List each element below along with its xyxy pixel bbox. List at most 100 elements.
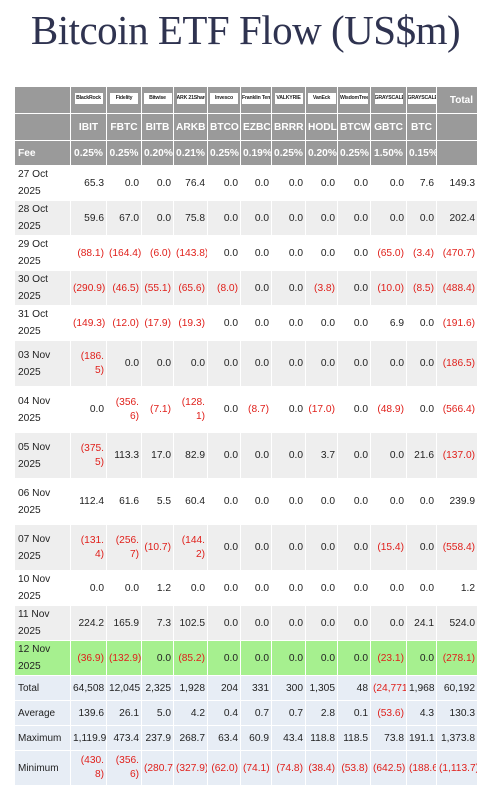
flow-cell: (48.9) [370, 386, 407, 433]
flow-cell: 0.0 [240, 340, 272, 387]
summary-cell: 63.4 [207, 725, 241, 751]
flow-cell: (8.0) [207, 270, 241, 306]
summary-cell: 473.4 [106, 725, 142, 751]
summary-cell: 2,325 [141, 675, 174, 701]
fee-cell: 0.25% [271, 140, 306, 166]
flow-cell: 0.0 [173, 340, 208, 387]
flow-cell: 0.0 [240, 270, 272, 306]
flow-cell: (17.0) [305, 386, 338, 433]
fee-cell: 0.25% [70, 140, 107, 166]
page-title: Bitcoin ETF Flow (US$m) [30, 7, 461, 53]
flow-cell: 0.0 [207, 305, 241, 341]
flow-cell: 0.0 [406, 340, 437, 387]
flow-cell: (132.9) [106, 640, 142, 676]
issuer-logo-cell: BlackRock [70, 86, 107, 114]
summary-cell: 48 [337, 675, 371, 701]
flow-cell: 0.0 [271, 605, 306, 641]
total-cell: 239.9 [436, 478, 478, 525]
total-cell: (566.4) [436, 386, 478, 433]
flow-cell: (6.0) [141, 235, 174, 271]
fee-cell: 0.25% [337, 140, 371, 166]
summary-cell: 204 [207, 675, 241, 701]
total-cell: (186.5) [436, 340, 478, 387]
issuer-logo: WisdomTree [340, 93, 368, 104]
summary-cell: 4.3 [406, 700, 437, 726]
table-row: 07 Nov 2025 (131.4) (256.7) (10.7) (144.2) 0.… [14, 524, 478, 571]
total-cell: (191.6) [436, 305, 478, 341]
summary-cell: 60,192 [436, 675, 478, 701]
issuer-logo-row: BlackRock Fidelity Bitwise ARK 21Shares Inve… [14, 86, 478, 114]
summary-cell: 331 [240, 675, 272, 701]
flow-cell: 0.0 [370, 340, 407, 387]
flow-cell: 112.4 [70, 478, 107, 525]
total-cell: 202.4 [436, 200, 478, 236]
flow-cell: 0.0 [406, 200, 437, 236]
flow-cell: (144.2) [173, 524, 208, 571]
date-cell: 29 Oct 2025 [14, 235, 71, 271]
flow-cell: 0.0 [271, 165, 306, 201]
summary-cell: (62.0) [207, 750, 241, 786]
flow-cell: (290.9) [70, 270, 107, 306]
flow-cell: (356.6) [106, 386, 142, 433]
flow-cell: 0.0 [240, 235, 272, 271]
flow-cell: 0.0 [240, 165, 272, 201]
summary-cell: 5.0 [141, 700, 174, 726]
ticker-cell: ARKB [173, 113, 208, 141]
issuer-logo-cell: WisdomTree [337, 86, 371, 114]
ticker-cell: IBIT [70, 113, 107, 141]
fee-cell: 0.21% [173, 140, 208, 166]
flow-cell: 21.6 [406, 432, 437, 479]
flow-cell: 0.0 [240, 200, 272, 236]
flow-cell: 0.0 [337, 432, 371, 479]
flow-cell: 0.0 [271, 432, 306, 479]
table-row: 29 Oct 2025 (88.1) (164.4) (6.0) (143.8) 0.0 0… [14, 235, 478, 271]
date-cell: 30 Oct 2025 [14, 270, 71, 306]
flow-cell: 0.0 [141, 165, 174, 201]
summary-cell: 130.3 [436, 700, 478, 726]
flow-cell: 5.5 [141, 478, 174, 525]
flow-cell: (3.4) [406, 235, 437, 271]
flow-cell: 0.0 [240, 605, 272, 641]
date-cell: 27 Oct 2025 [14, 165, 71, 201]
flow-cell: 0.0 [240, 305, 272, 341]
summary-cell: (188.6) [406, 750, 437, 786]
flow-cell: 0.0 [370, 165, 407, 201]
total-cell: 1.2 [436, 570, 478, 606]
flow-cell: 0.0 [337, 605, 371, 641]
flow-cell: 0.0 [271, 270, 306, 306]
fee-cell: 0.15% [406, 140, 437, 166]
issuer-logo: GRAYSCALE [374, 93, 403, 104]
flow-cell: (19.3) [173, 305, 208, 341]
ticker-cell: GBTC [370, 113, 407, 141]
flow-cell: 0.0 [337, 200, 371, 236]
flow-cell: 0.0 [305, 570, 338, 606]
flow-cell: 0.0 [305, 478, 338, 525]
summary-cell: 26.1 [106, 700, 142, 726]
flow-cell: 0.0 [207, 165, 241, 201]
summary-cell: 12,045 [106, 675, 142, 701]
summary-cell: 0.4 [207, 700, 241, 726]
flow-cell: 60.4 [173, 478, 208, 525]
flow-cell: (10.0) [370, 270, 407, 306]
flow-cell: (8.7) [240, 386, 272, 433]
flow-cell: 0.0 [305, 524, 338, 571]
flow-cell: 0.0 [370, 432, 407, 479]
flow-cell: 0.0 [337, 305, 371, 341]
flow-cell: 0.0 [406, 386, 437, 433]
empty-cell [436, 140, 478, 166]
date-cell: 06 Nov 2025 [14, 478, 71, 525]
issuer-logo: Invesco [210, 93, 238, 104]
flow-cell: 102.5 [173, 605, 208, 641]
summary-cell: 64,508 [70, 675, 107, 701]
empty-cell [14, 86, 71, 114]
summary-row: Maximum 1,119.9 473.4 237.9 268.7 63.4 60.9 43.… [14, 725, 478, 751]
summary-cell: 4.2 [173, 700, 208, 726]
summary-cell: 118.8 [305, 725, 338, 751]
flow-cell: 0.0 [305, 165, 338, 201]
total-cell: (488.4) [436, 270, 478, 306]
flow-cell: (85.2) [173, 640, 208, 676]
flow-cell: 113.3 [106, 432, 142, 479]
flow-cell: 0.0 [337, 235, 371, 271]
summary-cell: 237.9 [141, 725, 174, 751]
flow-cell: 0.0 [337, 386, 371, 433]
